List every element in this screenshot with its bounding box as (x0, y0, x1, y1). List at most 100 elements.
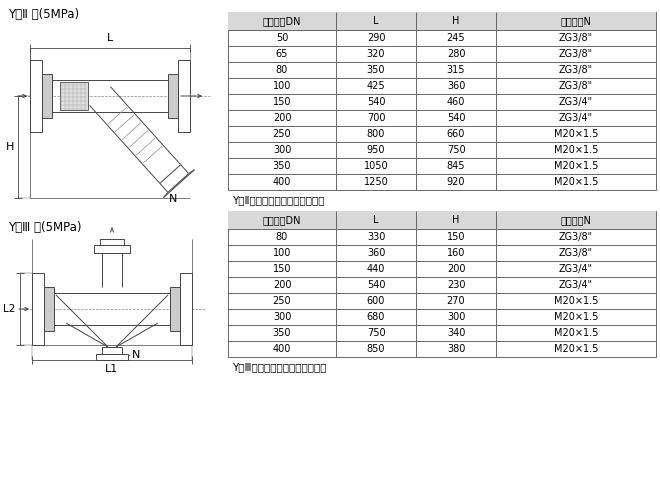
Text: 200: 200 (447, 264, 465, 274)
Text: 350: 350 (367, 65, 385, 75)
Bar (102, 347, 122, 355)
Text: 80: 80 (276, 232, 288, 242)
Text: ZG3/8": ZG3/8" (559, 81, 593, 91)
Text: 150: 150 (447, 232, 465, 242)
Text: 1250: 1250 (364, 177, 388, 187)
Text: 管塞螺纹N: 管塞螺纹N (560, 16, 591, 26)
Text: M20×1.5: M20×1.5 (554, 161, 598, 171)
Text: 680: 680 (367, 312, 385, 322)
Text: L2: L2 (3, 304, 15, 314)
Text: H: H (6, 142, 14, 152)
Text: M20×1.5: M20×1.5 (554, 177, 598, 187)
Text: Y－Ⅲ 型(5MPa): Y－Ⅲ 型(5MPa) (8, 221, 81, 234)
Text: 230: 230 (447, 280, 465, 290)
Text: M20×1.5: M20×1.5 (554, 296, 598, 306)
Bar (228, 12, 656, 190)
Text: 290: 290 (367, 33, 385, 43)
Text: 800: 800 (367, 129, 385, 139)
Text: Y－Ⅲ型焊接型法兰连接式过滤器: Y－Ⅲ型焊接型法兰连接式过滤器 (232, 362, 327, 372)
Text: 600: 600 (367, 296, 385, 306)
Text: 270: 270 (447, 296, 465, 306)
Bar (60, 82, 88, 110)
Text: 320: 320 (367, 49, 385, 59)
Bar (228, 211, 656, 229)
Text: 850: 850 (367, 344, 385, 354)
Text: 400: 400 (273, 177, 291, 187)
Text: Y－Ⅱ型焊接型法兰连接式过滤器: Y－Ⅱ型焊接型法兰连接式过滤器 (232, 195, 325, 205)
Text: 380: 380 (447, 344, 465, 354)
Text: 250: 250 (273, 129, 291, 139)
Text: 750: 750 (447, 145, 465, 155)
Bar (32, 273, 44, 345)
Text: 1050: 1050 (364, 161, 388, 171)
Text: 360: 360 (367, 248, 385, 258)
Bar (228, 12, 656, 30)
Text: ZG3/4": ZG3/4" (559, 113, 593, 123)
Text: 管塞螺纹N: 管塞螺纹N (560, 215, 591, 225)
Text: 160: 160 (447, 248, 465, 258)
Bar (178, 60, 190, 132)
Text: ZG3/8": ZG3/8" (559, 65, 593, 75)
Text: 660: 660 (447, 129, 465, 139)
Text: 315: 315 (447, 65, 465, 75)
Text: 920: 920 (447, 177, 465, 187)
Text: L: L (374, 16, 379, 26)
Text: 540: 540 (367, 280, 385, 290)
Text: 440: 440 (367, 264, 385, 274)
Text: 350: 350 (273, 161, 291, 171)
Text: 845: 845 (447, 161, 465, 171)
Text: 65: 65 (276, 49, 288, 59)
Text: 100: 100 (273, 81, 291, 91)
Text: 540: 540 (367, 97, 385, 107)
Bar (100, 239, 124, 245)
Text: ZG3/8": ZG3/8" (559, 33, 593, 43)
Text: 50: 50 (276, 33, 288, 43)
Text: N: N (169, 194, 177, 204)
Text: 300: 300 (273, 145, 291, 155)
Text: 公称直径DN: 公称直径DN (263, 215, 301, 225)
Text: 公称直径DN: 公称直径DN (263, 16, 301, 26)
Text: 330: 330 (367, 232, 385, 242)
Text: 460: 460 (447, 97, 465, 107)
Text: M20×1.5: M20×1.5 (554, 328, 598, 338)
Text: 950: 950 (367, 145, 385, 155)
Text: L1: L1 (106, 364, 119, 374)
Text: 350: 350 (273, 328, 291, 338)
Text: ZG3/4": ZG3/4" (559, 280, 593, 290)
Text: 400: 400 (273, 344, 291, 354)
Text: 340: 340 (447, 328, 465, 338)
Text: ZG3/8": ZG3/8" (559, 248, 593, 258)
Text: 150: 150 (273, 264, 291, 274)
Bar (94, 245, 130, 253)
Text: 280: 280 (447, 49, 465, 59)
Bar (44, 287, 54, 331)
Text: 200: 200 (273, 280, 291, 290)
Text: 150: 150 (273, 97, 291, 107)
Text: 300: 300 (273, 312, 291, 322)
Bar (180, 273, 192, 345)
Text: L: L (107, 33, 113, 43)
Text: H: H (452, 215, 459, 225)
Text: ZG3/8": ZG3/8" (559, 232, 593, 242)
Bar (168, 74, 178, 118)
Bar (96, 354, 128, 360)
Text: M20×1.5: M20×1.5 (554, 312, 598, 322)
Text: 100: 100 (273, 248, 291, 258)
Text: 300: 300 (447, 312, 465, 322)
Text: 245: 245 (447, 33, 465, 43)
Text: ZG3/4": ZG3/4" (559, 97, 593, 107)
Text: 250: 250 (273, 296, 291, 306)
Text: H: H (452, 16, 459, 26)
Bar (42, 74, 52, 118)
Text: 200: 200 (273, 113, 291, 123)
Text: Y－Ⅱ 型(5MPa): Y－Ⅱ 型(5MPa) (8, 8, 79, 21)
Text: M20×1.5: M20×1.5 (554, 344, 598, 354)
Bar (30, 60, 42, 132)
Bar (228, 211, 656, 357)
Text: ZG3/8": ZG3/8" (559, 49, 593, 59)
Text: M20×1.5: M20×1.5 (554, 129, 598, 139)
Text: 700: 700 (367, 113, 385, 123)
Bar (170, 287, 180, 331)
Text: N: N (132, 350, 141, 360)
Text: 540: 540 (447, 113, 465, 123)
